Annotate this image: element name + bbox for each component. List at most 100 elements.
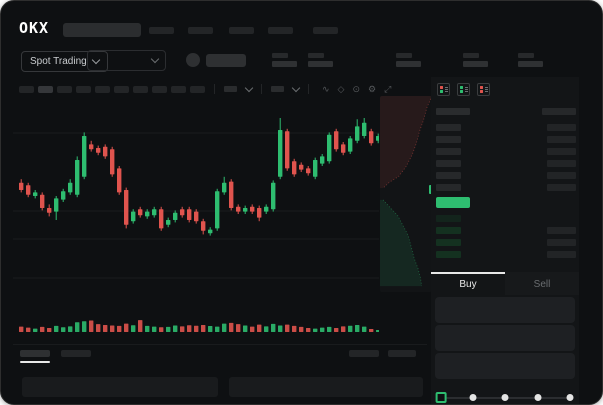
volume-bar <box>96 324 101 332</box>
amount-input[interactable] <box>435 325 575 351</box>
timeframe-button[interactable] <box>38 85 53 93</box>
price-column-header <box>436 107 470 115</box>
bid-row[interactable] <box>436 248 576 260</box>
candle <box>236 206 241 212</box>
slider-stop[interactable] <box>501 394 509 401</box>
candle <box>306 168 311 174</box>
trading-pair-select[interactable] <box>87 50 166 71</box>
orders-list-placeholder <box>229 377 423 397</box>
timeframe-button[interactable] <box>190 85 205 93</box>
candle <box>173 212 178 220</box>
indicator-dropdown[interactable] <box>224 86 237 92</box>
fullscreen-icon[interactable]: ⤢ <box>384 83 392 94</box>
tab-sell[interactable]: Sell <box>505 272 579 295</box>
bid-row[interactable] <box>436 224 576 236</box>
timeframe-button[interactable] <box>19 85 34 93</box>
timeframe-button[interactable] <box>76 85 91 93</box>
draw-icon[interactable]: ◇ <box>337 83 345 94</box>
slider-stop[interactable] <box>469 394 476 401</box>
candlestick-chart[interactable] <box>13 97 379 337</box>
timeframe-button[interactable] <box>95 85 110 93</box>
ask-row[interactable] <box>436 145 576 157</box>
nav-item[interactable] <box>268 27 293 34</box>
volume-bar <box>355 324 360 332</box>
candle <box>222 182 227 193</box>
candle <box>355 126 360 141</box>
volume-bar <box>376 329 379 332</box>
slider-stop[interactable] <box>534 394 541 401</box>
ask-row[interactable] <box>436 181 576 193</box>
price-input[interactable] <box>435 297 575 323</box>
ask-row[interactable] <box>436 133 576 145</box>
settings-icon[interactable]: ⚙ <box>368 83 377 94</box>
timeframe-button[interactable] <box>57 85 72 93</box>
ask-row[interactable] <box>436 121 576 133</box>
volume-bar <box>47 327 52 332</box>
camera-icon[interactable]: ⊙ <box>352 83 361 94</box>
candle <box>264 206 269 212</box>
book-sells-icon[interactable] <box>477 83 490 96</box>
amount-slider[interactable] <box>435 392 574 404</box>
ask-row[interactable] <box>436 157 576 169</box>
ticker-stat <box>272 53 297 67</box>
nav-item[interactable] <box>149 27 174 34</box>
orders-tab[interactable] <box>61 350 91 357</box>
tab-buy[interactable]: Buy <box>431 272 505 295</box>
candle <box>348 138 353 152</box>
line-style-icon[interactable]: ∿ <box>322 83 330 94</box>
candle <box>201 221 206 231</box>
volume-bar <box>299 326 304 332</box>
nav-item[interactable] <box>313 27 338 34</box>
candle <box>285 131 290 169</box>
market-type-selector[interactable]: Spot Trading <box>21 51 108 72</box>
candle <box>26 185 31 195</box>
volume-bar <box>173 325 178 332</box>
chevron-down-icon <box>150 54 160 64</box>
volume-bar <box>117 325 122 332</box>
timeframe-button[interactable] <box>171 85 186 93</box>
volume-bar <box>334 327 339 332</box>
volume-bar <box>208 326 213 332</box>
timeframe-buttons <box>19 85 205 93</box>
timeframe-button[interactable] <box>114 85 129 93</box>
chart-type-dropdown[interactable] <box>271 86 284 92</box>
orders-action[interactable] <box>349 350 379 357</box>
volume-bar <box>362 326 367 332</box>
amount-column-header <box>542 107 576 115</box>
book-buys-icon[interactable] <box>457 83 470 96</box>
volume-bar <box>271 323 276 332</box>
search-input[interactable] <box>63 23 141 37</box>
candle <box>131 211 136 222</box>
candle <box>341 144 346 153</box>
icon-lines <box>445 86 448 93</box>
candle <box>229 181 234 208</box>
timeframe-button[interactable] <box>133 85 148 93</box>
volume-bar <box>222 323 227 332</box>
total-input[interactable] <box>435 353 575 379</box>
candle <box>96 148 101 153</box>
volume-bar <box>278 325 283 332</box>
volume-bar <box>229 322 234 332</box>
slider-stop[interactable] <box>566 394 574 401</box>
orders-action[interactable] <box>388 350 416 357</box>
candle <box>82 136 87 177</box>
volume-bar <box>264 326 269 332</box>
volume-bar <box>187 325 192 332</box>
nav-item[interactable] <box>188 27 213 34</box>
nav-item[interactable] <box>229 27 254 34</box>
bid-row[interactable] <box>436 236 576 248</box>
book-both-icon[interactable] <box>437 83 450 96</box>
ask-row[interactable] <box>436 169 576 181</box>
candle <box>103 146 108 157</box>
candle <box>117 168 122 193</box>
last-price-badge[interactable] <box>436 196 470 208</box>
timeframe-button[interactable] <box>152 85 167 93</box>
candle <box>33 192 38 196</box>
volume-bar <box>201 324 206 332</box>
volume-bar <box>33 328 38 332</box>
depth-chart[interactable] <box>380 96 432 292</box>
orders-tab-active[interactable] <box>20 350 50 357</box>
bid-row[interactable] <box>436 212 576 224</box>
slider-handle[interactable] <box>435 392 447 403</box>
